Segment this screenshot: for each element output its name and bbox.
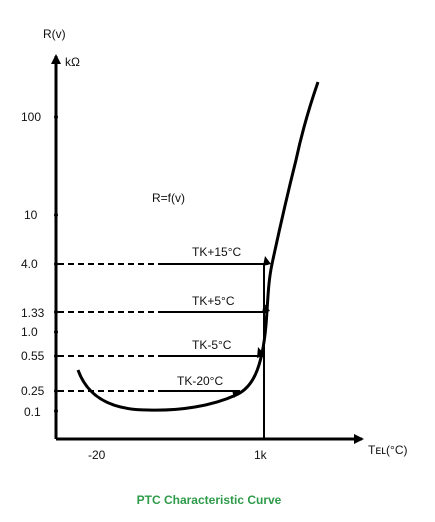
curve-arrow-marker (257, 347, 265, 358)
y-tick-mark (54, 310, 58, 314)
y-tick-label: 0.55 (21, 349, 45, 363)
y-tick-mark (54, 330, 58, 334)
curve-arrow-marker (263, 256, 271, 266)
annotation-tk-plus-15: TK+15°C (192, 245, 241, 259)
annotation-tk-minus-20: TK-20°C (177, 374, 223, 388)
x-axis-label: Tᴇʟ(°C) (368, 443, 408, 457)
y-tick-label: 1.33 (21, 306, 45, 320)
y-axis-label: R(v) (43, 27, 66, 41)
y-tick-mark (54, 115, 58, 119)
chart-title: PTC Characteristic Curve (137, 493, 282, 507)
curve-arrow-marker (262, 303, 270, 313)
ptc-curve (76, 81, 320, 412)
x-tick-label: -20 (88, 448, 106, 462)
y-tick-label: 0.1 (24, 405, 41, 419)
y-tick-label: 0.25 (21, 384, 45, 398)
y-tick-label: 10 (24, 208, 38, 222)
y-tick-mark (54, 389, 58, 393)
y-tick-mark (54, 354, 58, 358)
function-label: R=f(v) (152, 191, 185, 205)
annotation-tk-minus-5: TK-5°C (192, 338, 232, 352)
y-tick-mark (54, 262, 58, 266)
y-axis-unit: kΩ (65, 55, 80, 69)
curve-arrow-marker (232, 390, 241, 398)
annotation-tk-plus-5: TK+5°C (192, 294, 235, 308)
y-tick-label: 1.0 (21, 325, 38, 339)
y-tick-label: 4.0 (21, 257, 38, 271)
y-tick-mark (54, 409, 58, 413)
y-tick-label: 100 (21, 110, 41, 124)
y-tick-mark (54, 213, 58, 217)
x-tick-label: 1k (254, 448, 268, 462)
